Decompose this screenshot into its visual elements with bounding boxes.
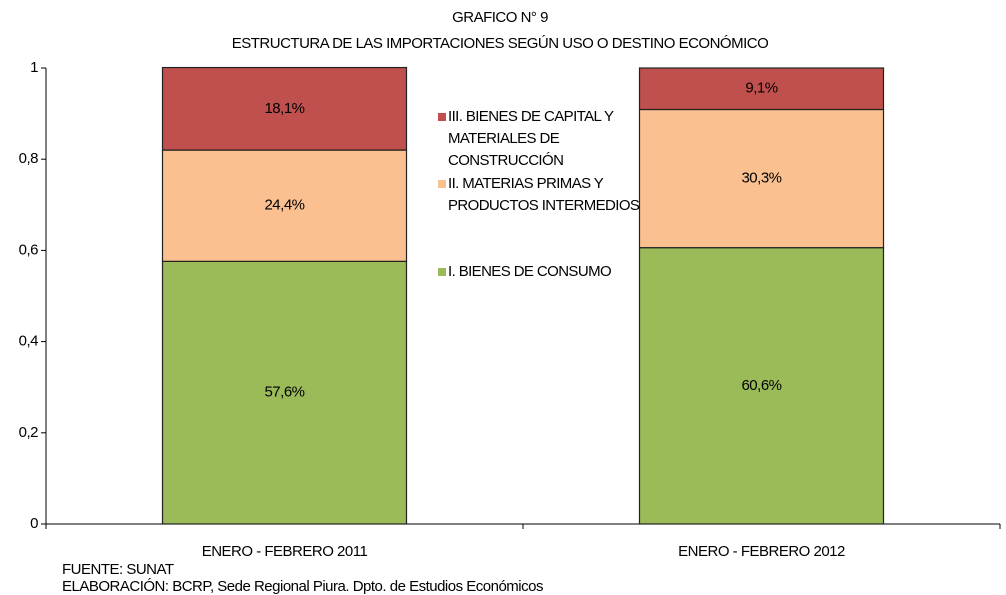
data-label: 24,4% <box>264 197 304 214</box>
data-label: 60,6% <box>741 377 781 394</box>
legend-label: III. BIENES DE CAPITAL Y MATERIALES DE C… <box>448 108 614 169</box>
chart-subtitle: ESTRUCTURA DE LAS IMPORTACIONES SEGÚN US… <box>232 35 769 52</box>
legend-swatch <box>438 113 446 121</box>
legend-label: I. BIENES DE CONSUMO <box>448 263 612 280</box>
y-tick-label: 0,4 <box>19 333 39 350</box>
legend-label: II. MATERIAS PRIMAS Y PRODUCTOS INTERMED… <box>448 175 640 214</box>
legend-swatch <box>438 180 446 188</box>
y-tick-label: 0,8 <box>19 150 39 167</box>
data-label: 57,6% <box>264 384 304 401</box>
y-tick-label: 1 <box>30 59 38 76</box>
x-tick-label: ENERO - FEBRERO 2012 <box>678 543 845 560</box>
legend-entry: II. MATERIAS PRIMAS Y PRODUCTOS INTERMED… <box>448 175 640 214</box>
legend-swatch <box>438 268 446 276</box>
source-note: FUENTE: SUNAT <box>62 561 174 578</box>
y-tick-label: 0,2 <box>19 424 39 441</box>
legend-entry: III. BIENES DE CAPITAL Y MATERIALES DE C… <box>448 108 614 169</box>
source-note: ELABORACIÓN: BCRP, Sede Regional Piura. … <box>62 578 543 595</box>
bar-segment <box>161 149 408 262</box>
data-label: 18,1% <box>264 100 304 117</box>
bar-segment <box>161 260 408 525</box>
bar-segment <box>161 66 408 151</box>
legend-entry: I. BIENES DE CONSUMO <box>448 263 612 280</box>
bar-segment <box>638 67 885 111</box>
bar-segment <box>638 108 885 249</box>
y-tick-label: 0 <box>30 515 38 532</box>
data-label: 30,3% <box>741 170 781 187</box>
data-label: 9,1% <box>745 80 777 97</box>
bar-segment <box>638 247 885 525</box>
y-tick-label: 0,6 <box>19 241 39 258</box>
chart-title: GRAFICO N° 9 <box>452 9 548 26</box>
x-tick-label: ENERO - FEBRERO 2011 <box>202 543 368 560</box>
